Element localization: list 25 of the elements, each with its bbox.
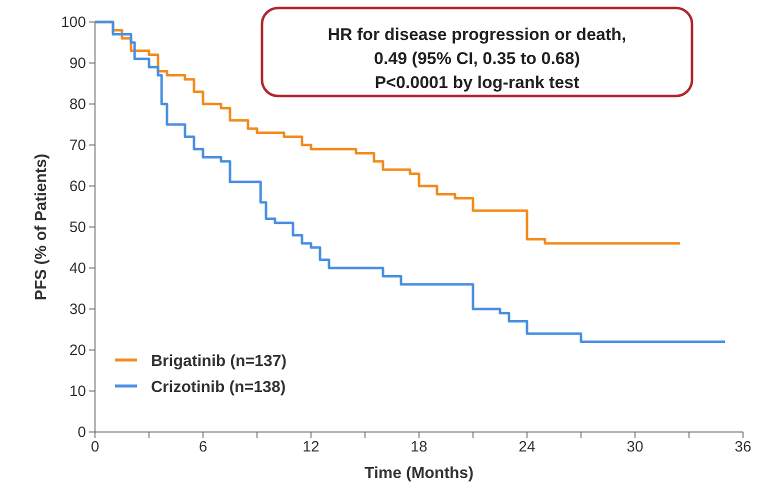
annotation: P<0.0001 by log-rank test — [374, 73, 580, 92]
y-tick-label: 100 — [60, 14, 86, 31]
y-tick-label: 0 — [78, 424, 86, 441]
y-tick-label: 90 — [69, 54, 86, 72]
x-tick-label: 18 — [410, 438, 428, 456]
x-tick-label: 36 — [734, 438, 752, 456]
y-tick-label: 40 — [69, 260, 86, 277]
x-tick-label: 30 — [626, 438, 644, 456]
legend-label: Crizotinib (n=138) — [151, 379, 286, 396]
annotation: 0.49 (95% CI, 0.35 to 0.68) — [374, 49, 580, 68]
legend-label: Brigatinib (n=137) — [151, 353, 287, 370]
x-tick-label: 0 — [90, 438, 100, 456]
x-tick-label: 24 — [518, 438, 536, 456]
x-tick-label: 12 — [302, 438, 320, 456]
y-tick-label: 30 — [69, 300, 86, 318]
y-tick-label: 20 — [69, 342, 86, 359]
y-tick-label: 70 — [69, 136, 86, 154]
x-axis-title: Time (Months) — [364, 465, 474, 482]
annotation: HR for disease progression or death, — [328, 25, 626, 44]
y-tick-label: 60 — [69, 178, 86, 195]
y-axis-title: PFS (% of Patients) — [33, 154, 50, 300]
y-tick-label: 10 — [69, 382, 86, 400]
y-tick-label: 50 — [69, 218, 86, 236]
y-tick-label: 80 — [69, 96, 86, 113]
x-tick-label: 6 — [198, 438, 208, 456]
